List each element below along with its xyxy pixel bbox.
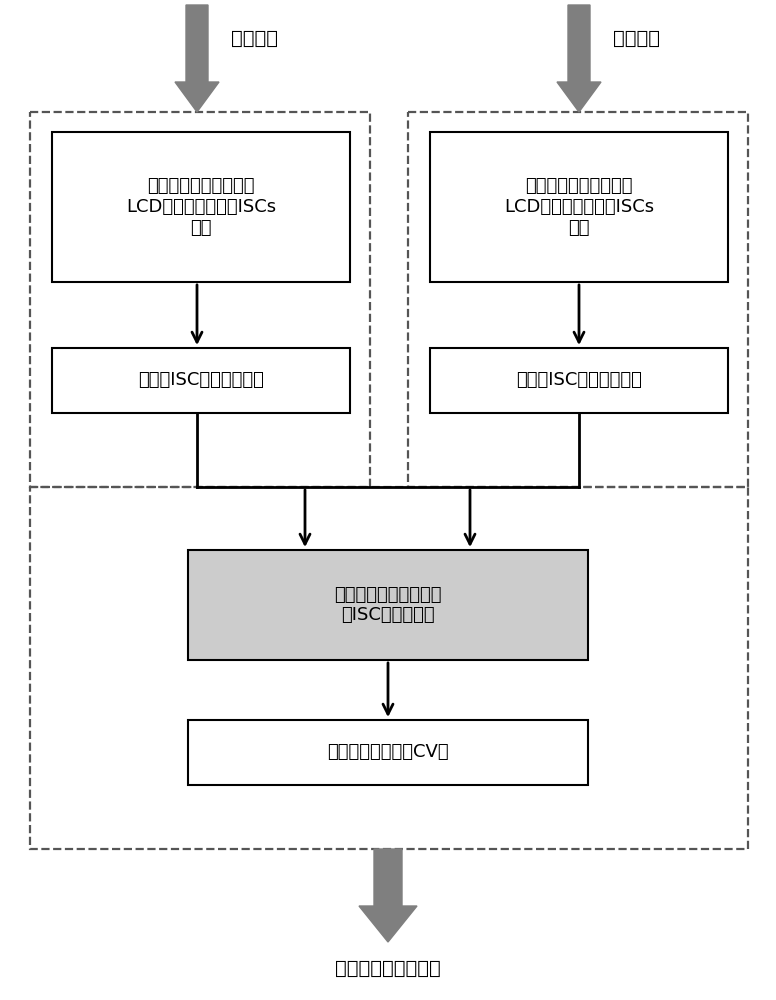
- Bar: [30, 112, 370, 487]
- Bar: [430, 348, 728, 413]
- Bar: [188, 550, 588, 660]
- Text: 正常信号: 正常信号: [231, 28, 279, 47]
- Bar: [408, 112, 748, 487]
- Text: 提取各ISC分量的近似熵: 提取各ISC分量的近似熵: [516, 371, 642, 389]
- Text: 转换成为置信度（CV）: 转换成为置信度（CV）: [327, 743, 449, 761]
- Text: 提取各ISC分量的近似熵: 提取各ISC分量的近似熵: [138, 371, 264, 389]
- Text: 将正常的振动信号进行
LCD分解得到若干个ISCs
分量: 将正常的振动信号进行 LCD分解得到若干个ISCs 分量: [126, 177, 276, 237]
- Bar: [188, 720, 588, 785]
- Bar: [30, 487, 748, 849]
- Bar: [52, 132, 350, 282]
- Bar: [430, 132, 728, 282]
- Bar: [52, 348, 350, 413]
- Polygon shape: [557, 5, 601, 112]
- Text: 评估出轴承的健康度: 评估出轴承的健康度: [335, 958, 441, 978]
- Polygon shape: [175, 5, 219, 112]
- Text: 测试信号: 测试信号: [614, 28, 660, 47]
- Text: 近似正常数据和测试数
据ISC的流形距离: 近似正常数据和测试数 据ISC的流形距离: [334, 586, 442, 624]
- Polygon shape: [359, 849, 417, 942]
- Text: 将测试的振动信号进行
LCD分解得到若干个ISCs
分量: 将测试的振动信号进行 LCD分解得到若干个ISCs 分量: [504, 177, 654, 237]
